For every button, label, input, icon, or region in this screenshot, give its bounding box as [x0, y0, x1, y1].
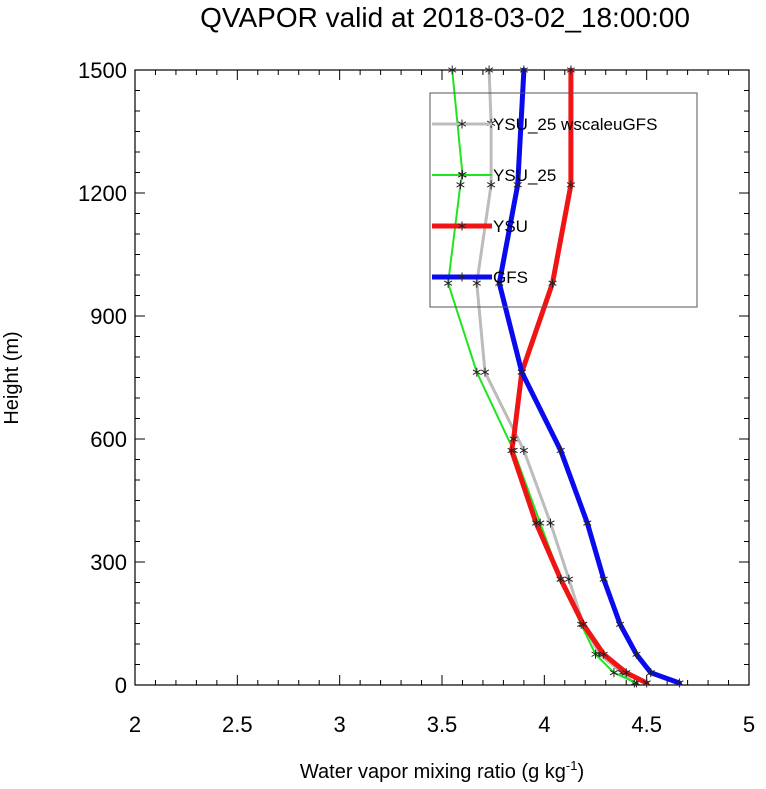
x-axis: 2 2.5 3 3.5 4 4.5 5: [129, 70, 755, 737]
x-tick-label: 2: [129, 712, 141, 737]
legend-label: YSU_25 wscaleuGFS: [493, 115, 657, 134]
legend-item: YSU_25 wscaleuGFS: [432, 115, 657, 134]
data-point-marker: [480, 369, 490, 375]
data-point-marker: [564, 576, 574, 582]
data-point-marker: [642, 680, 651, 686]
x-axis-label: Water vapor mixing ratio (g kg-1): [300, 758, 584, 783]
x-tick-label: 4.5: [631, 712, 662, 737]
x-tick-label: 2.5: [222, 712, 253, 737]
data-point-marker: [513, 182, 522, 188]
data-point-marker: [556, 576, 565, 582]
x-tick-label: 4: [538, 712, 550, 737]
data-point-marker: [675, 680, 684, 686]
x-tick-label: 3.5: [427, 712, 458, 737]
data-point-marker: [591, 651, 600, 657]
data-point-marker: [566, 67, 576, 73]
data-point-marker: [579, 621, 588, 628]
data-point-marker: [443, 280, 453, 286]
x-tick-label: 3: [334, 712, 346, 737]
data-point-marker: [509, 436, 518, 442]
data-point-marker: [599, 576, 608, 582]
data-point-marker: [546, 520, 555, 526]
data-point-marker: [457, 172, 467, 178]
legend-item: YSU: [432, 217, 528, 236]
data-point-marker: [472, 369, 481, 375]
x-axis-label-main: Water vapor mixing ratio (g kg: [300, 761, 566, 783]
series-layer: [443, 65, 684, 688]
series-line: [509, 67, 650, 686]
legend-item: GFS: [432, 268, 528, 287]
y-tick-label: 1500: [78, 58, 127, 83]
series-line: [496, 67, 682, 686]
series-ysu-25-wscaleugfs: [472, 65, 639, 688]
data-point-marker: [456, 182, 465, 188]
data-point-marker: [457, 223, 467, 229]
series-line: [475, 68, 636, 685]
data-point-marker: [632, 680, 641, 686]
data-point-marker: [517, 369, 526, 375]
data-point-marker: [599, 651, 608, 657]
data-point-marker: [457, 274, 467, 280]
y-tick-label: 900: [90, 304, 127, 329]
y-tick-label: 0: [115, 673, 127, 698]
data-point-marker: [519, 67, 529, 73]
data-point-marker: [448, 67, 457, 73]
x-tick-label: 5: [743, 712, 755, 737]
y-tick-label: 1200: [78, 181, 127, 206]
data-point-marker: [622, 670, 631, 676]
series-gfs: [495, 65, 684, 688]
legend: YSU_25 wscaleuGFS YSU_25 YSU GFS: [432, 115, 657, 287]
plot-frame: [134, 69, 750, 686]
legend-box: [429, 92, 698, 308]
data-point-marker: [609, 670, 619, 676]
data-point-marker: [531, 520, 541, 526]
data-point-marker: [566, 182, 576, 188]
legend-item: YSU_25: [432, 166, 556, 185]
legend-label: YSU: [493, 217, 528, 236]
data-point-marker: [495, 280, 504, 286]
y-tick-label: 600: [90, 427, 127, 452]
data-point-marker: [632, 651, 641, 657]
data-point-marker: [472, 280, 481, 286]
data-point-marker: [507, 447, 516, 454]
chart-title: QVAPOR valid at 2018-03-02_18:00:00: [200, 2, 690, 33]
data-point-marker: [583, 520, 592, 526]
x-axis-label-superscript: -1: [566, 758, 578, 773]
legend-label: GFS: [493, 268, 528, 287]
legend-label: YSU_25: [493, 166, 556, 185]
y-axis: 0 300 600 900 1200 1500: [78, 58, 749, 698]
data-point-marker: [556, 447, 565, 454]
series-ysu: [507, 65, 651, 688]
data-point-marker: [457, 121, 467, 127]
x-axis-label-tail: ): [577, 761, 584, 783]
data-point-marker: [548, 280, 557, 286]
data-point-marker: [484, 67, 494, 73]
data-point-marker: [646, 670, 655, 676]
data-point-marker: [519, 447, 529, 454]
data-point-marker: [615, 621, 625, 628]
y-axis-label: Height (m): [1, 331, 23, 424]
y-tick-label: 300: [90, 550, 127, 575]
data-point-marker: [486, 182, 496, 188]
